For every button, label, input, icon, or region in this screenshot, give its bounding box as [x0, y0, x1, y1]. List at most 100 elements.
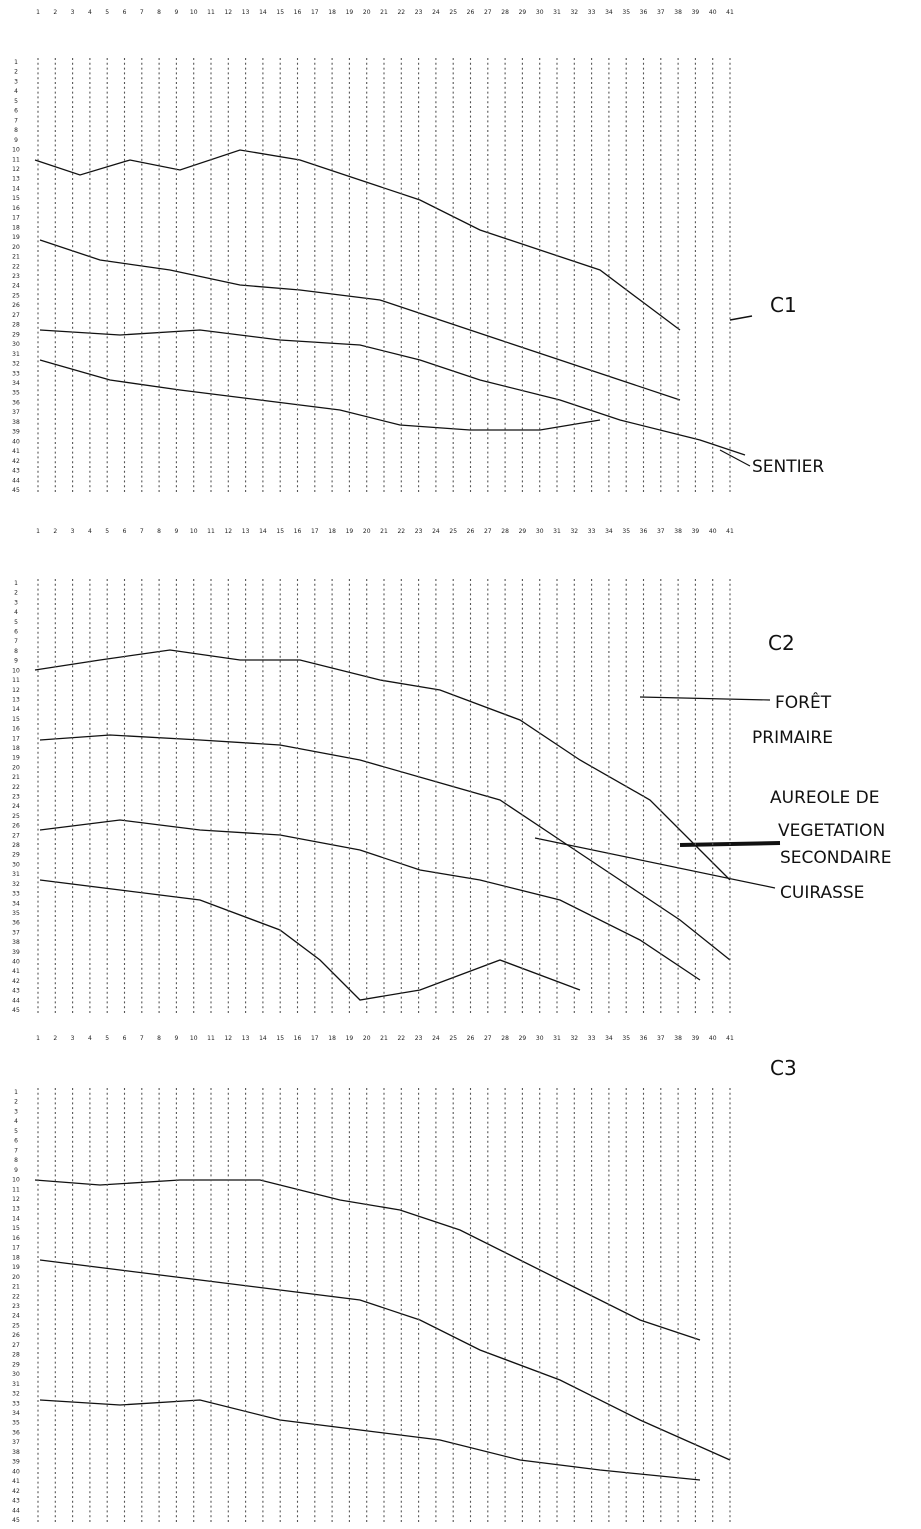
row-number: 43: [12, 1498, 20, 1505]
row-number: 2: [14, 1099, 18, 1106]
row-number: 12: [12, 1196, 20, 1203]
row-number: 42: [12, 978, 20, 985]
annotation: SENTIER: [752, 457, 824, 477]
column-number: 27: [484, 9, 492, 16]
column-number: 33: [588, 528, 596, 535]
column-number: 26: [467, 528, 475, 535]
column-number: 30: [536, 528, 544, 535]
row-number: 41: [12, 968, 20, 975]
row-number: 17: [12, 215, 20, 222]
column-number: 40: [709, 1035, 717, 1042]
column-number: 35: [622, 9, 630, 16]
column-number: 23: [415, 1035, 423, 1042]
row-number: 1: [14, 59, 18, 66]
row-number: 5: [14, 1128, 18, 1135]
column-number: 37: [657, 1035, 665, 1042]
contour: [39, 329, 746, 456]
row-number: 8: [14, 127, 18, 134]
row-number: 36: [12, 1429, 20, 1436]
column-number: 1: [36, 528, 40, 535]
row-number: 32: [12, 361, 20, 368]
row-number: 17: [12, 735, 20, 742]
column-number: 15: [276, 1035, 284, 1042]
row-number: 22: [12, 263, 20, 270]
row-number: 19: [12, 1264, 20, 1271]
column-number: 6: [123, 1035, 127, 1042]
column-number: 7: [140, 528, 144, 535]
row-number: 42: [12, 458, 20, 465]
column-number: 30: [536, 1035, 544, 1042]
column-number: 13: [242, 528, 250, 535]
column-number: 2: [53, 528, 57, 535]
row-number: 10: [12, 147, 20, 154]
column-number: 26: [467, 9, 475, 16]
row-number: 20: [12, 244, 20, 251]
row-number: 1: [14, 580, 18, 587]
column-number: 21: [380, 1035, 388, 1042]
row-number: 5: [14, 619, 18, 626]
contour: [34, 649, 731, 881]
column-number: 38: [674, 528, 682, 535]
column-number: 23: [415, 528, 423, 535]
column-number: 34: [605, 528, 613, 535]
column-number: 4: [88, 9, 92, 16]
row-number: 6: [14, 629, 18, 636]
column-number: 39: [692, 9, 700, 16]
row-number: 19: [12, 755, 20, 762]
column-number: 21: [380, 528, 388, 535]
row-number: 25: [12, 813, 20, 820]
column-number: 33: [588, 9, 596, 16]
row-number: 14: [12, 706, 20, 713]
row-number: 18: [12, 745, 20, 752]
column-number: 40: [709, 528, 717, 535]
column-number: 38: [674, 9, 682, 16]
column-number: 29: [519, 9, 527, 16]
column-number: 24: [432, 9, 440, 16]
annotation: FORÊT: [775, 691, 832, 713]
column-number: 20: [363, 9, 371, 16]
row-number: 45: [12, 1007, 20, 1014]
column-number: 5: [105, 9, 109, 16]
row-number: 27: [12, 312, 20, 319]
row-number: 28: [12, 322, 20, 329]
row-number: 24: [12, 1313, 20, 1320]
row-number: 7: [14, 117, 18, 124]
column-number: 24: [432, 528, 440, 535]
row-number: 18: [12, 1254, 20, 1261]
column-number: 22: [397, 528, 405, 535]
row-number: 3: [14, 599, 18, 606]
row-number: 18: [12, 224, 20, 231]
row-number: 5: [14, 98, 18, 105]
column-number: 29: [519, 528, 527, 535]
row-number: 3: [14, 78, 18, 85]
column-number: 29: [519, 1035, 527, 1042]
row-number: 16: [12, 1235, 20, 1242]
column-number: 28: [501, 528, 509, 535]
row-number: 11: [12, 677, 20, 684]
column-number: 13: [242, 1035, 250, 1042]
column-number: 26: [467, 1035, 475, 1042]
row-number: 2: [14, 590, 18, 597]
row-number: 42: [12, 1488, 20, 1495]
column-number: 36: [640, 9, 648, 16]
column-number: 21: [380, 9, 388, 16]
row-number: 4: [14, 88, 18, 95]
row-number: 40: [12, 438, 20, 445]
contour: [39, 734, 731, 961]
column-number: 6: [123, 528, 127, 535]
row-number: 2: [14, 69, 18, 76]
column-number: 14: [259, 1035, 267, 1042]
column-number: 41: [726, 528, 734, 535]
column-number: 1: [36, 1035, 40, 1042]
column-number: 34: [605, 1035, 613, 1042]
row-number: 23: [12, 273, 20, 280]
row-number: 34: [12, 380, 20, 387]
row-number: 7: [14, 638, 18, 645]
row-number: 13: [12, 1206, 20, 1213]
row-number: 35: [12, 910, 20, 917]
row-number: 7: [14, 1147, 18, 1154]
contour: [34, 1179, 701, 1341]
row-number: 45: [12, 487, 20, 494]
column-number: 10: [190, 9, 198, 16]
